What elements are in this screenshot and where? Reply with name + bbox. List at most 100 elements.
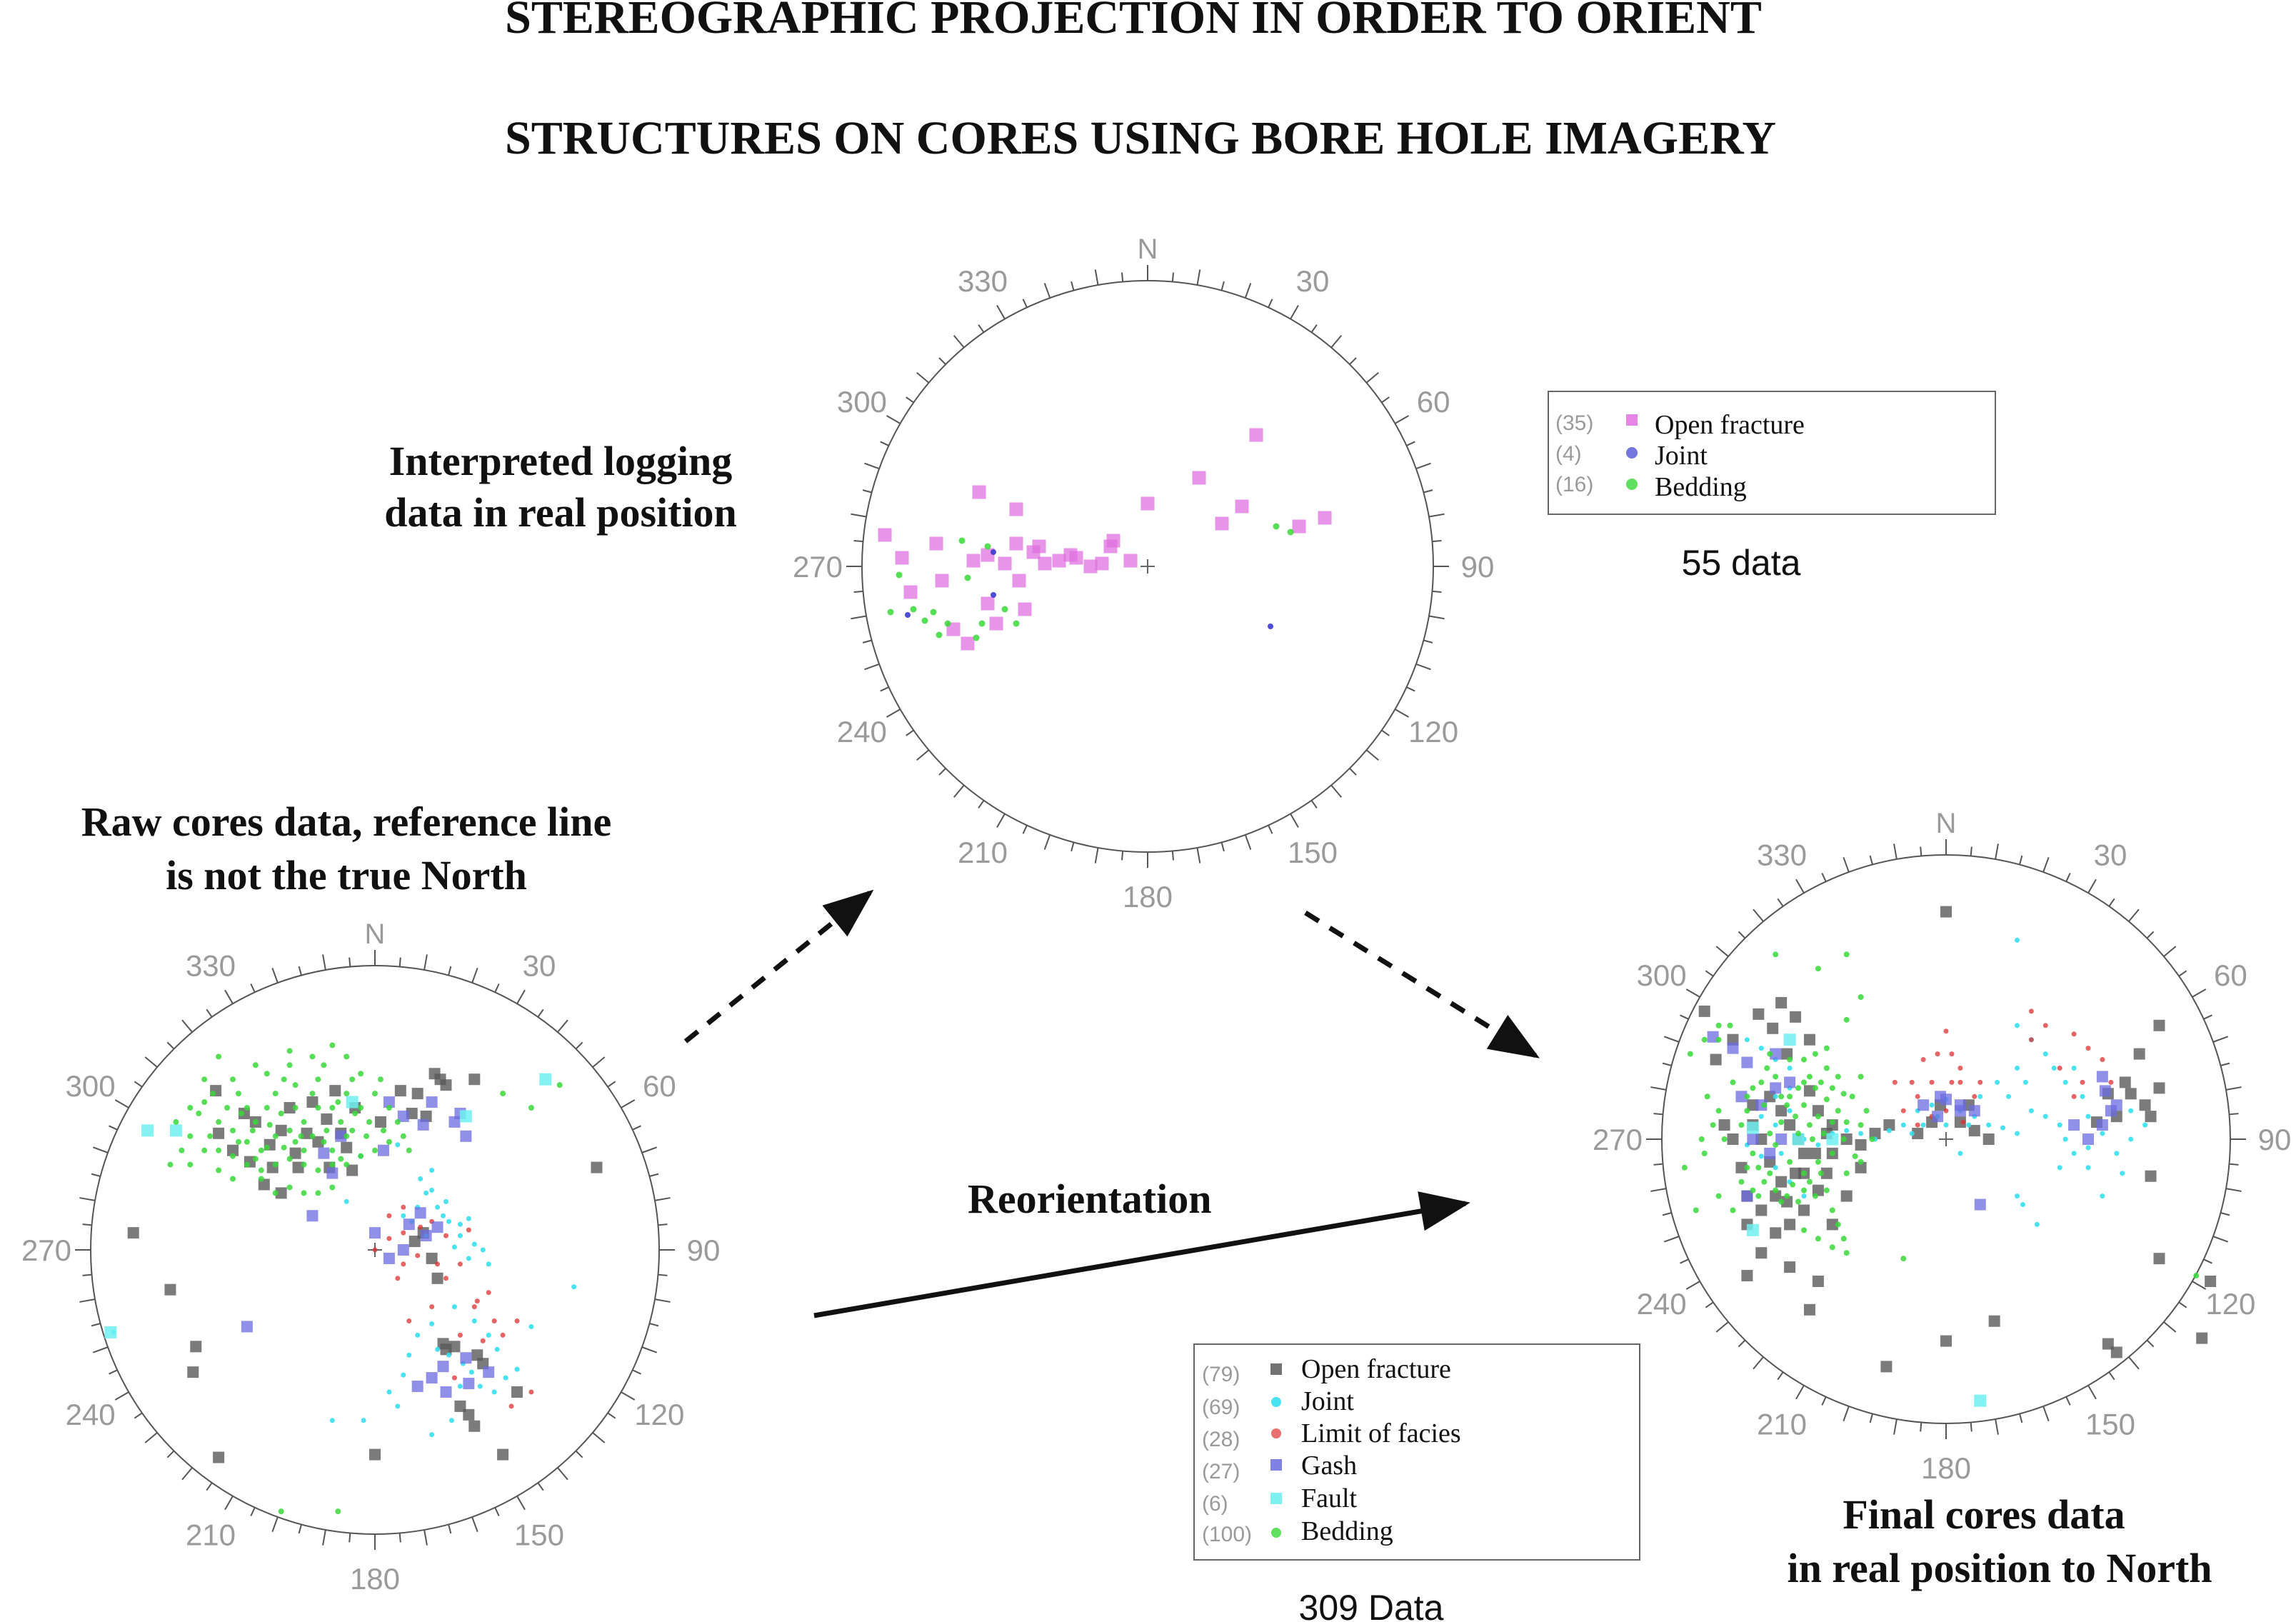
bedding-point xyxy=(1287,529,1294,536)
degree-tick xyxy=(862,639,872,644)
open-fracture-point xyxy=(989,616,1003,631)
limit-of-facies-point xyxy=(1935,1051,1940,1057)
degree-tick xyxy=(592,1432,606,1443)
bedding-point xyxy=(1758,1079,1765,1086)
bedding-point xyxy=(1744,1164,1750,1171)
gash-point xyxy=(414,1207,426,1219)
degree-tick xyxy=(2087,1385,2097,1400)
bedding-point xyxy=(1793,1113,1799,1120)
bedding-point xyxy=(1795,1131,1802,1137)
bedding-point xyxy=(1801,1187,1807,1193)
open-fracture-point xyxy=(1095,556,1109,571)
fault-point xyxy=(346,1096,359,1108)
bedding-point xyxy=(292,1082,299,1088)
open-fracture-point xyxy=(1784,1261,1796,1273)
degree-tick xyxy=(1920,1422,1922,1432)
bedding-point xyxy=(1900,1256,1907,1262)
bedding-point xyxy=(1843,951,1850,958)
degree-tick xyxy=(398,1533,401,1543)
bedding-point xyxy=(1755,1193,1762,1199)
bedding-point xyxy=(1730,1207,1736,1213)
gash-point xyxy=(397,1110,409,1122)
joint-point xyxy=(1773,1093,1778,1099)
degree-tick xyxy=(1428,513,1445,518)
bedding-point xyxy=(1698,1136,1705,1142)
degree-tick xyxy=(423,954,428,971)
limit-of-facies-point xyxy=(1943,1108,1949,1113)
gash-point xyxy=(306,1210,319,1222)
limit-of-facies-point xyxy=(2028,1008,2034,1014)
degree-tick xyxy=(1685,1281,1700,1290)
degree-tick xyxy=(1663,1236,1680,1243)
bedding-point xyxy=(1778,1119,1785,1126)
open-fracture-point xyxy=(1012,574,1026,588)
open-fracture-point xyxy=(1798,1147,1810,1159)
degree-tick xyxy=(654,1298,671,1303)
degree-tick xyxy=(298,966,302,976)
degree-tick xyxy=(886,709,901,718)
open-fracture-point xyxy=(275,1187,287,1199)
limit-of-facies-point xyxy=(2071,1031,2077,1037)
bedding-point xyxy=(309,1133,316,1139)
limit-of-facies-point xyxy=(508,1403,514,1409)
gash-point xyxy=(2099,1085,2111,1097)
open-fracture-point xyxy=(321,1113,333,1125)
degree-tick xyxy=(2225,1086,2242,1091)
degree-tick xyxy=(2065,873,2071,882)
bedding-point xyxy=(252,1156,259,1162)
limit-of-facies-point xyxy=(466,1227,471,1233)
degree-tick xyxy=(181,1467,193,1481)
gash-point xyxy=(2082,1133,2094,1145)
joint-point xyxy=(1758,1046,1764,1051)
limit-of-facies-point xyxy=(443,1276,448,1281)
legend-cores-label: Open fracture xyxy=(1301,1354,1451,1384)
gash-point xyxy=(1954,1105,1966,1117)
joint-point xyxy=(571,1284,577,1290)
joint-point xyxy=(451,1244,457,1250)
limit-of-facies-point xyxy=(1949,1051,1955,1057)
degree-tick xyxy=(649,1173,659,1177)
degree-tick xyxy=(906,729,914,736)
degree-tick xyxy=(853,590,863,593)
gash-point xyxy=(1770,1082,1782,1094)
degree-label: 330 xyxy=(1757,838,1807,872)
legend-cores-label: Limit of facies xyxy=(1301,1418,1461,1448)
bedding-point xyxy=(1721,1136,1728,1142)
degree-tick xyxy=(250,1507,256,1516)
degree-tick xyxy=(1244,283,1252,299)
limit-of-facies-point xyxy=(1915,1093,1920,1099)
degree-tick xyxy=(224,989,234,1004)
limit-of-facies-point xyxy=(1960,1119,1966,1125)
bedding-point xyxy=(272,1133,279,1139)
degree-tick xyxy=(1349,357,1357,365)
bedding-point xyxy=(1273,523,1280,530)
legend-logging-box xyxy=(1548,391,1996,515)
degree-tick xyxy=(2178,970,2187,977)
degree-tick xyxy=(621,1099,636,1108)
open-fracture-point xyxy=(2196,1332,2208,1344)
degree-tick xyxy=(632,1369,641,1375)
joint-point xyxy=(1758,1153,1764,1159)
title-line-1: STEREOGRAPHIC PROJECTION IN ORDER TO ORI… xyxy=(505,0,1762,44)
open-fracture-point xyxy=(164,1283,176,1296)
degree-tick xyxy=(1680,1258,1689,1264)
limit-of-facies-point xyxy=(500,1332,506,1338)
degree-tick xyxy=(271,967,279,983)
degree-tick xyxy=(1685,988,1700,998)
joint-point xyxy=(2071,1151,2077,1156)
bedding-point xyxy=(944,620,951,627)
bedding-point xyxy=(1840,1236,1847,1242)
bedding-point xyxy=(1767,1170,1773,1176)
bedding-point xyxy=(1750,1187,1756,1193)
joint-point xyxy=(1744,1037,1750,1043)
bedding-point xyxy=(372,1147,378,1153)
bedding-point xyxy=(173,1118,179,1125)
joint-point xyxy=(429,1321,435,1326)
joint-point xyxy=(1929,1102,1935,1108)
bedding-point xyxy=(394,1118,401,1125)
open-fracture-point xyxy=(1718,1119,1730,1131)
joint-point xyxy=(1844,1128,1850,1133)
open-fracture-point xyxy=(1855,1161,1867,1173)
open-fracture-point xyxy=(1032,539,1046,554)
joint-point xyxy=(2085,1113,2091,1119)
